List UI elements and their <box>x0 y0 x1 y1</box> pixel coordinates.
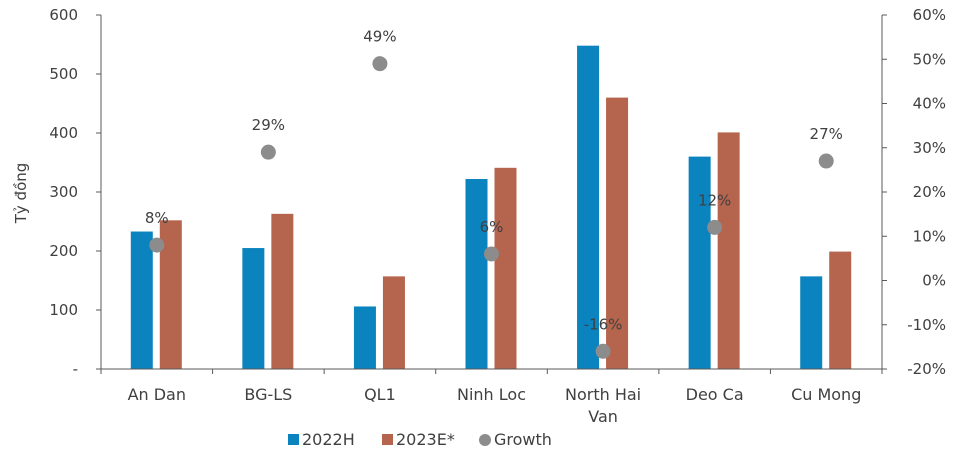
left-tick-label: 400 <box>49 124 78 142</box>
left-tick-label: 200 <box>49 242 78 260</box>
growth-point <box>818 153 834 169</box>
right-tick-label: 50% <box>913 50 946 68</box>
legend-label: Growth <box>494 430 552 449</box>
growth-point <box>707 219 723 235</box>
growth-label: 12% <box>698 191 731 209</box>
bar-2023e <box>829 251 852 369</box>
growth-point <box>372 56 388 72</box>
left-tick-label: 300 <box>49 183 78 201</box>
growth-label: 6% <box>480 218 504 236</box>
growth-points <box>149 56 834 359</box>
bar-2023e <box>494 167 517 369</box>
right-tick-label: 0% <box>922 272 946 290</box>
bar-2023e <box>159 220 182 369</box>
right-tick-label: 10% <box>913 227 946 245</box>
bar-2023e <box>271 213 294 369</box>
category-label: QL1 <box>364 385 396 404</box>
category-label: BG-LS <box>244 385 292 404</box>
growth-point <box>595 343 611 359</box>
category-labels: An Dan BG-LS QL1 Ninh Loc North Hai Van Deo Ca… <box>100 369 883 426</box>
growth-labels: 8% 29% 49% 6% -16% 12% 27% <box>145 28 843 334</box>
left-axis-ticks: - 100 200 300 400 500 600 <box>49 6 101 378</box>
left-tick-label: 500 <box>49 65 78 83</box>
right-tick-label: -20% <box>907 360 946 378</box>
legend-swatch <box>382 434 393 445</box>
left-tick-label: 100 <box>49 301 78 319</box>
growth-label: 27% <box>810 125 843 143</box>
bar-2022h <box>130 231 153 369</box>
growth-label: 29% <box>252 116 285 134</box>
growth-label: 49% <box>363 28 396 46</box>
legend-label: 2023E* <box>396 430 455 449</box>
bars <box>130 45 852 370</box>
category-label: North Hai <box>565 385 641 404</box>
y-axis-label: Tỷ đồng <box>12 163 30 225</box>
legend-swatch <box>288 434 299 445</box>
bar-2022h <box>688 156 711 369</box>
bar-2022h <box>800 276 823 369</box>
growth-label: 8% <box>145 209 169 227</box>
bar-2023e <box>382 276 405 369</box>
bar-2022h <box>353 306 376 369</box>
category-label: Van <box>588 407 618 426</box>
legend-swatch <box>479 434 491 446</box>
bar-2022h <box>242 248 265 369</box>
right-tick-label: 40% <box>913 95 946 113</box>
right-axis-ticks: -20% -10% 0% 10% 20% 30% 40% 50% 60% <box>882 6 946 378</box>
category-label: Deo Ca <box>686 385 744 404</box>
left-tick-label: 600 <box>49 6 78 24</box>
bar-2022h <box>577 45 600 370</box>
right-tick-label: -10% <box>907 316 946 334</box>
category-label: Ninh Loc <box>457 385 526 404</box>
growth-point <box>149 237 165 253</box>
growth-label: -16% <box>584 315 623 333</box>
bar-2023e <box>606 97 629 369</box>
growth-point <box>260 144 276 160</box>
right-tick-label: 60% <box>913 6 946 24</box>
bar-2022h <box>465 179 488 369</box>
growth-point <box>484 246 499 262</box>
legend-label: 2022H <box>302 430 355 449</box>
right-tick-label: 30% <box>913 139 946 157</box>
category-label: Cu Mong <box>791 385 861 404</box>
category-label: An Dan <box>128 385 186 404</box>
bar-2023e <box>717 132 740 369</box>
left-tick-label: - <box>73 360 78 378</box>
right-tick-label: 20% <box>913 183 946 201</box>
legend: 2022H 2023E* Growth <box>288 430 552 449</box>
